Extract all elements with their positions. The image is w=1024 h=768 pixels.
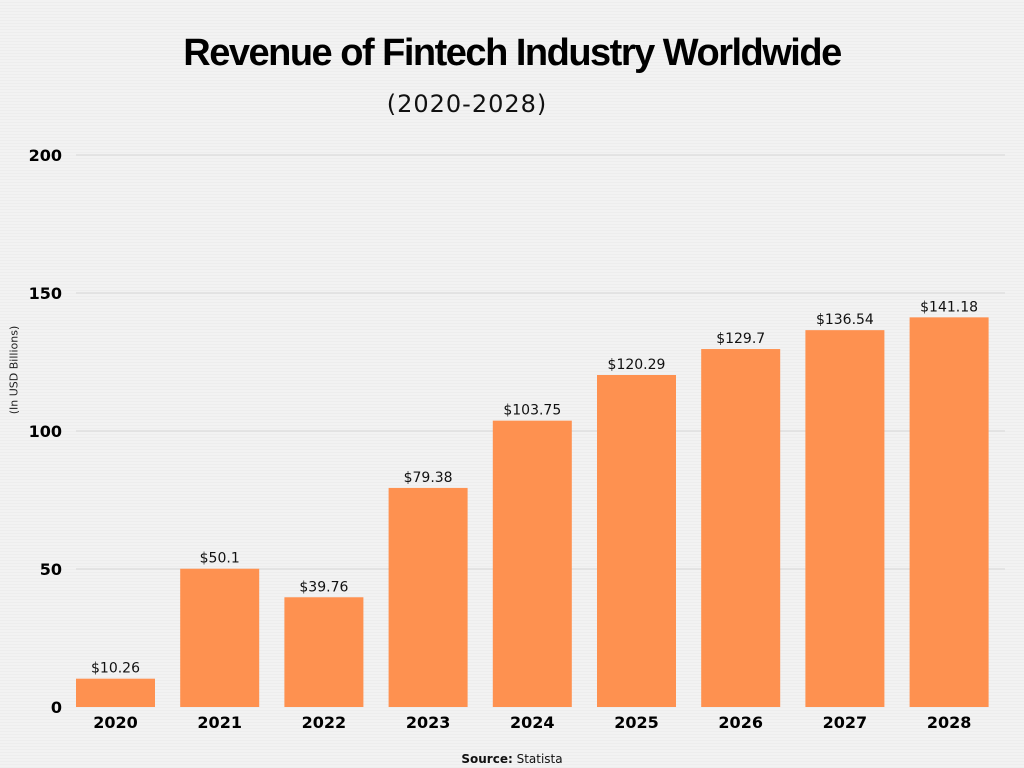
data-label: $103.75 [503, 403, 561, 419]
data-label: $50.1 [200, 551, 240, 567]
x-tick-label: 2025 [614, 713, 659, 732]
bar-2020 [76, 678, 155, 707]
data-label: $136.54 [816, 312, 874, 328]
y-tick-label: 200 [29, 146, 62, 165]
source-value: Statista [516, 752, 563, 766]
source-label: Source: [461, 752, 513, 766]
x-tick-label: 2027 [823, 713, 868, 732]
chart-title: Revenue of Fintech Industry Worldwide [183, 32, 842, 74]
chart-subtitle: (2020-2028) [386, 90, 548, 118]
x-tick-label: 2024 [510, 713, 555, 732]
bar-2028 [909, 317, 989, 707]
x-tick-label: 2026 [718, 713, 763, 732]
x-tick-label: 2028 [927, 713, 972, 732]
x-tick-label: 2020 [93, 713, 138, 732]
bar-2027 [805, 330, 885, 707]
data-label: $141.18 [920, 299, 978, 315]
bar-2021 [180, 568, 260, 707]
x-tick-label: 2023 [406, 713, 451, 732]
bar-2025 [597, 374, 676, 707]
data-label: $10.26 [91, 661, 140, 677]
x-tick-label: 2022 [302, 713, 347, 732]
y-tick-label: 100 [29, 422, 62, 441]
bar-2023 [388, 487, 468, 707]
source-note: Source: Statista [0, 752, 1024, 766]
data-label: $120.29 [608, 357, 666, 373]
bar-2024 [492, 420, 572, 707]
bar-2022 [284, 597, 364, 707]
y-tick-label: 150 [29, 284, 62, 303]
data-label: $39.76 [299, 579, 348, 595]
x-tick-label: 2021 [197, 713, 242, 732]
bar-2026 [701, 349, 781, 707]
data-label: $79.38 [404, 470, 453, 486]
y-tick-label: 50 [40, 560, 62, 579]
data-label: $129.7 [716, 331, 765, 347]
y-tick-label: 0 [51, 698, 62, 717]
